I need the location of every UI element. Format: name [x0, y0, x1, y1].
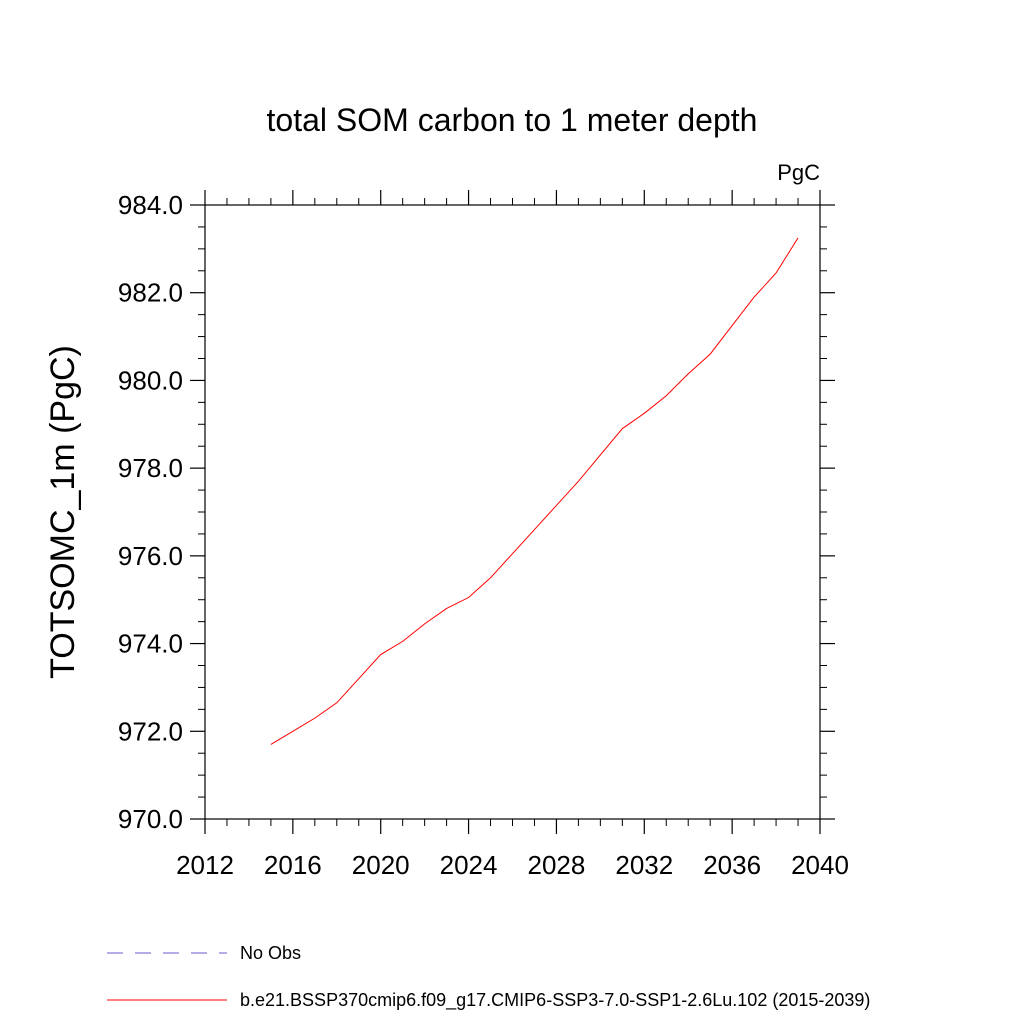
legend-label: No Obs	[240, 943, 301, 963]
y-tick-labels: 970.0 972.0 974.0 976.0 978.0 980.0 982.0 984.0	[118, 190, 183, 834]
series-line	[270, 237, 799, 745]
y-axis-label: TOTSOMC_1m (PgC)	[44, 345, 82, 679]
y-tick-label: 976.0	[118, 541, 183, 571]
y-tick-label: 982.0	[118, 278, 183, 308]
x-tick-label: 2040	[791, 850, 849, 880]
y-tick-label: 980.0	[118, 365, 183, 395]
y-tick-label: 974.0	[118, 629, 183, 659]
x-tick-label: 2032	[615, 850, 673, 880]
x-tick-label: 2036	[703, 850, 761, 880]
chart-title: total SOM carbon to 1 meter depth	[267, 102, 758, 138]
x-tick-label: 2024	[440, 850, 498, 880]
y-tick-label: 984.0	[118, 190, 183, 220]
x-tick-label: 2012	[176, 850, 234, 880]
x-tick-labels: 2012 2016 2020 2024 2028 2032 2036 2040	[176, 850, 849, 880]
legend: No Obs b.e21.BSSP370cmip6.f09_g17.CMIP6-S…	[107, 943, 870, 1011]
units-label: PgC	[777, 160, 820, 185]
series-lines	[270, 237, 799, 745]
y-tick-label: 970.0	[118, 804, 183, 834]
x-tick-label: 2028	[528, 850, 586, 880]
y-tick-label: 972.0	[118, 716, 183, 746]
x-tick-label: 2016	[264, 850, 322, 880]
legend-label: b.e21.BSSP370cmip6.f09_g17.CMIP6-SSP3-7.…	[240, 990, 870, 1011]
ticks	[190, 190, 835, 834]
plot-frame	[204, 204, 821, 820]
y-tick-label: 978.0	[118, 453, 183, 483]
x-tick-label: 2020	[352, 850, 410, 880]
